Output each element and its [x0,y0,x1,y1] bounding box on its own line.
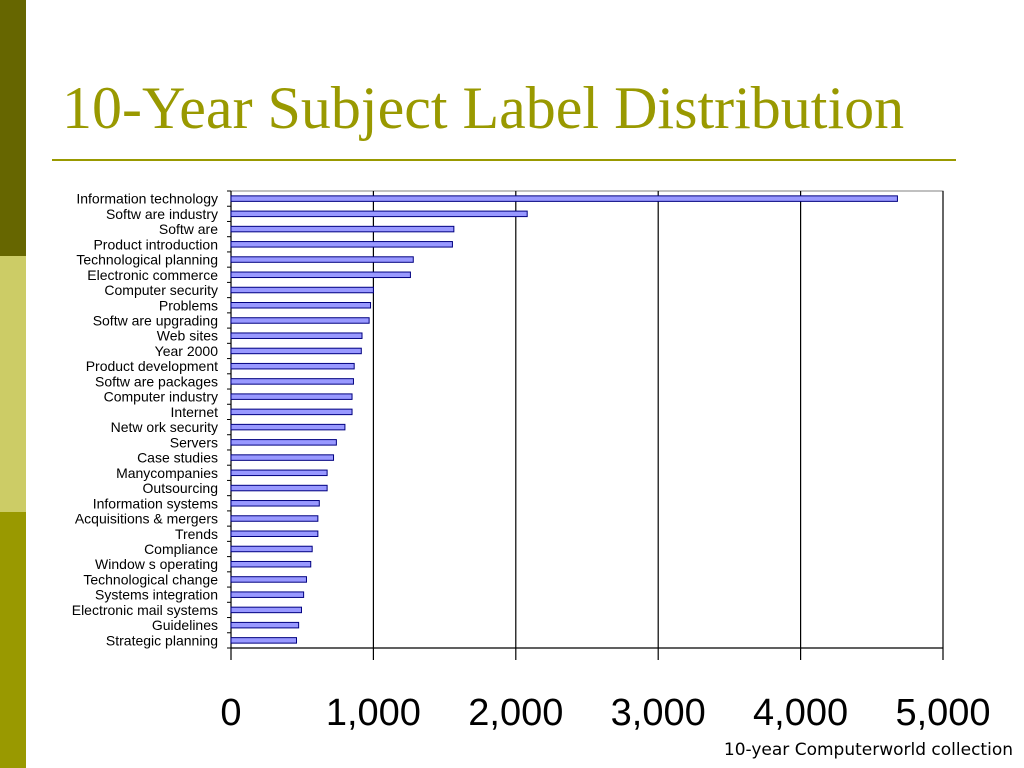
bar [230,393,353,400]
category-label: Web sites [157,328,218,344]
x-tick-label: 1,000 [326,692,421,734]
category-label: Compliance [144,541,218,557]
bar [230,347,362,355]
bar [230,195,898,202]
side-band-bottom [0,512,26,768]
bar [230,225,455,233]
category-label: Netw ork security [111,419,218,435]
bar [230,576,307,583]
title-rule [52,159,956,161]
x-tick-label: 0 [220,692,241,734]
bar [230,560,312,568]
bar [230,500,320,507]
category-label: Technological change [83,571,218,587]
bar [230,545,313,553]
category-label: Internet [171,404,219,420]
bar [230,621,300,629]
bar [230,637,298,644]
bar [230,606,302,614]
category-label: Guidelines [152,617,218,633]
bar [230,454,335,461]
bar [230,378,354,385]
category-label: Year 2000 [155,343,219,359]
bar [230,210,528,218]
x-tick-label: 5,000 [895,692,990,734]
bar [230,302,372,309]
bar [230,408,353,416]
side-band-top [0,0,26,256]
category-label: Softw are industry [106,206,218,222]
bar [230,271,411,279]
category-label: Electronic commerce [87,267,218,283]
x-tick-label: 3,000 [611,692,706,734]
bar [230,332,363,339]
category-label: Product development [86,358,218,374]
category-label: Outsourcing [143,480,218,496]
bar [230,515,319,522]
category-label: Softw are packages [95,373,218,389]
bar [230,256,414,263]
category-label: Product introduction [93,236,218,252]
category-label: Technological planning [76,252,218,268]
category-label: Computer industry [104,389,218,405]
category-label: Trends [175,526,218,542]
bar [230,484,328,492]
bar [230,591,305,598]
bar [230,241,453,248]
category-label: Electronic mail systems [72,602,218,618]
bar [230,423,346,431]
slide-title: 10-Year Subject Label Distribution [62,75,905,141]
side-band-middle [0,256,26,512]
bar [230,362,355,370]
category-label: Softw are [159,221,218,237]
category-label: Servers [170,434,218,450]
category-label: Manycompanies [116,465,218,481]
bar [230,286,374,294]
bar [230,439,337,446]
category-label: Acquisitions & mergers [75,511,218,527]
category-label: Information systems [93,495,218,511]
category-label: Information technology [76,191,218,207]
category-label: Window s operating [95,556,218,572]
category-label: Systems integration [95,587,218,603]
x-tick-label: 4,000 [753,692,848,734]
category-label: Softw are upgrading [93,312,218,328]
bar [230,530,319,537]
footer-caption: 10-year Computerworld collection [723,740,1013,760]
category-label: Computer security [104,282,218,298]
category-label: Case studies [137,450,218,466]
category-label: Problems [159,297,218,313]
category-label: Strategic planning [106,632,218,648]
bar [230,469,328,477]
x-tick-label: 2,000 [468,692,563,734]
bar [230,317,370,324]
